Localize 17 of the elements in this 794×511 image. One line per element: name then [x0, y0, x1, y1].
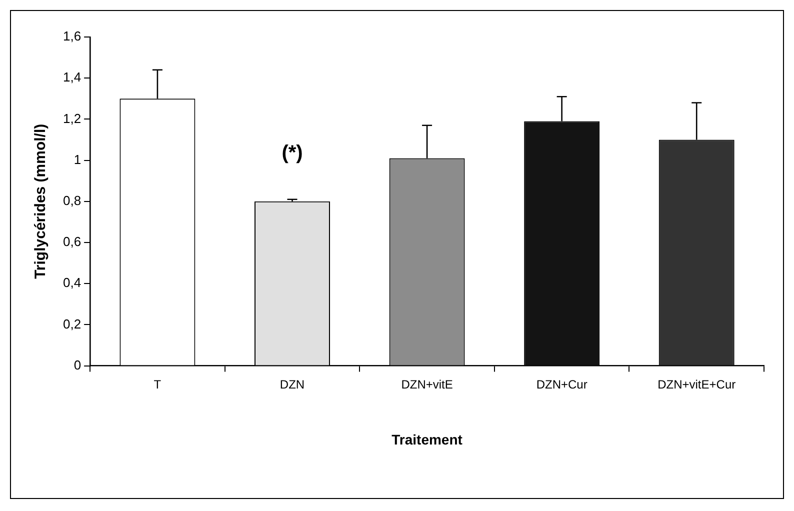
x-tick-label: T	[154, 377, 162, 392]
y-axis-title: Triglycérides (mmol/l)	[32, 124, 50, 279]
x-tick-label: DZN+vitE+Cur	[658, 377, 736, 392]
y-tick-label: 1,6	[62, 28, 82, 44]
y-tick-label: 1	[74, 152, 82, 167]
x-tick-label: DZN+vitE	[401, 377, 453, 392]
y-tick-label: 0,6	[62, 234, 82, 250]
x-tick-label: DZN	[280, 377, 305, 392]
y-tick-label: 0,8	[62, 192, 82, 208]
y-tick-label: 0	[74, 357, 82, 372]
y-tick-label: 0,4	[62, 275, 82, 290]
x-axis-title: Traitement	[392, 431, 463, 448]
y-tick-label: 0,2	[62, 316, 82, 332]
y-tick-label: 1,2	[62, 110, 82, 126]
y-tick-label: 1,4	[62, 70, 82, 85]
annotation: (*)	[282, 142, 303, 164]
x-tick-label: DZN+Cur	[536, 377, 588, 392]
